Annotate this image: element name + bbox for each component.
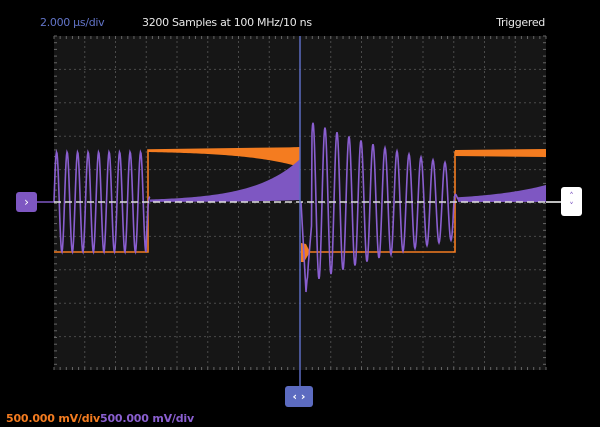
channel-1-scale[interactable]: 500.000 mV/div xyxy=(6,412,100,425)
chevron-left-right-icon: ‹ › xyxy=(292,390,306,403)
trigger-level-marker[interactable]: ˄ ˅ xyxy=(561,187,582,216)
channel-2-scale[interactable]: 500.000 mV/div xyxy=(100,412,194,425)
chevron-down-icon[interactable]: ˅ xyxy=(569,201,574,212)
chevron-right-icon: › xyxy=(24,195,29,209)
channel-2-waveform xyxy=(53,122,459,293)
trigger-status: Triggered xyxy=(496,16,545,29)
channel-2-marker[interactable]: › xyxy=(16,192,37,212)
timebase-label[interactable]: 2.000 µs/div xyxy=(40,16,105,29)
horizontal-position-button[interactable]: ‹ › xyxy=(285,386,313,407)
acquisition-info: 3200 Samples at 100 MHz/10 ns xyxy=(142,16,312,29)
channel-2-waveform-envelope xyxy=(150,159,546,202)
chevron-up-icon[interactable]: ˄ xyxy=(569,191,574,202)
